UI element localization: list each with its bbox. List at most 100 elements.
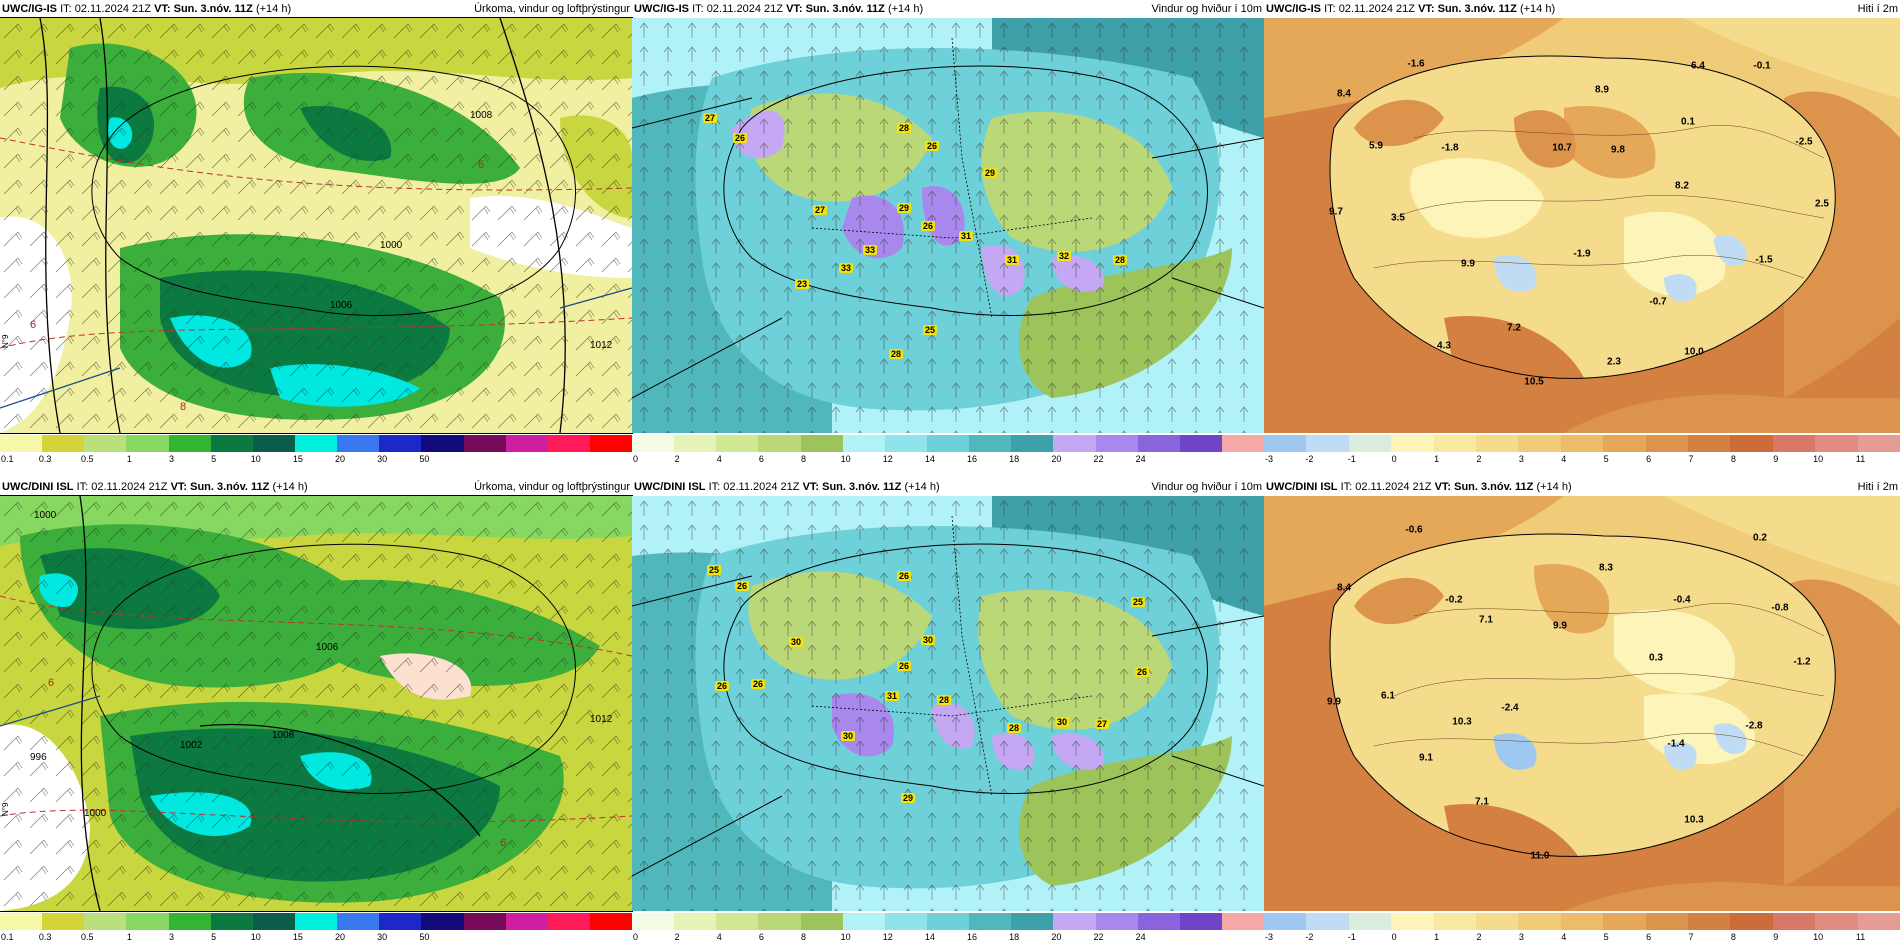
colorbar-swatch xyxy=(1053,435,1096,452)
colorbar-tick-label: 4 xyxy=(1561,454,1567,464)
colorbar-swatch xyxy=(1476,435,1519,452)
colorbar-swatch xyxy=(632,913,675,930)
colorbar-swatch xyxy=(1095,435,1138,452)
temp-label: 0.1 xyxy=(1681,116,1695,128)
colorbar-tick-label: 9 xyxy=(1773,454,1779,464)
temp-map-graphic xyxy=(1264,18,1900,433)
model-name: UWC/DINI ISL xyxy=(634,481,706,493)
colorbar-tick-label: 4 xyxy=(1561,932,1567,942)
temp-label: 0.3 xyxy=(1649,652,1663,664)
colorbar-swatch xyxy=(884,435,927,452)
model-name: UWC/IG-IS xyxy=(1266,3,1321,15)
colorbar-tick-label: 18 xyxy=(1009,454,1020,464)
temp-label: -1.2 xyxy=(1793,656,1811,668)
wind-gust-label: 30 xyxy=(920,635,936,645)
colorbar-tick-label: 18 xyxy=(1009,932,1020,942)
colorbar-tick-label: 7 xyxy=(1688,932,1694,942)
panel-header: UWC/DINI ISL IT: 02.11.2024 21Z VT: Sun.… xyxy=(0,478,632,496)
colorbar-tick-label: 2 xyxy=(674,454,680,464)
temp-label: 9.9 xyxy=(1327,696,1341,708)
wind-gust-label: 31 xyxy=(884,691,900,701)
colorbar-tick-label: 8 xyxy=(801,454,807,464)
colorbar-tick-label: 11 xyxy=(1855,932,1866,942)
wind-map-graphic xyxy=(632,18,1264,433)
wind-gust-label: 26 xyxy=(750,679,766,689)
colorbar-swatch xyxy=(674,913,717,930)
vt-label: VT: xyxy=(1434,481,1452,493)
colorbar-swatch xyxy=(84,913,127,930)
colorbar-swatch xyxy=(1137,913,1180,930)
colorbar-tick-label: 0.5 xyxy=(81,454,94,464)
colorbar-ticks: 0 2 4 6 8 10 12 14 16 18 20 22 24 xyxy=(632,932,1264,944)
wind-gust-label: 32 xyxy=(1056,251,1072,261)
temp-label: 6.4 xyxy=(1691,60,1705,72)
colorbar-tick-label: 0.1 xyxy=(1,932,14,942)
isobar-label: 1006 xyxy=(316,642,339,653)
map-precip[interactable]: 1000 1002 1006 1008 1012 996 1000 6 6 N°… xyxy=(0,495,633,912)
colorbar-swatch xyxy=(1730,913,1773,930)
colorbar-tick-label: 10 xyxy=(1813,932,1824,942)
colorbar-tick-label: 5 xyxy=(1603,454,1609,464)
map-precip[interactable]: 1000 1008 1012 1006 6 6 8 N°9 xyxy=(0,17,633,434)
temp-label: 9.8 xyxy=(1611,144,1625,156)
colorbar-tick-label: 7 xyxy=(1688,454,1694,464)
temp-label: 7.1 xyxy=(1479,614,1493,626)
colorbar-tick-label: 24 xyxy=(1135,932,1146,942)
colorbar-tick-label: 4 xyxy=(716,932,722,942)
temp-label: -0.6 xyxy=(1405,524,1423,536)
panel-header: UWC/IG-IS IT: 02.11.2024 21Z VT: Sun. 3.… xyxy=(1264,0,1900,18)
model-name: UWC/IG-IS xyxy=(634,3,689,15)
map-temperature[interactable]: -0.6 0.2 8.4 8.3 -0.2 7.1 9.9 -0.4 -0.8 … xyxy=(1264,496,1900,911)
colorbar-swatch xyxy=(1857,913,1900,930)
wind-gust-label: 29 xyxy=(900,793,916,803)
isobar-label: 1012 xyxy=(590,714,613,725)
colorbar-swatch xyxy=(758,913,801,930)
colorbar-swatch xyxy=(463,913,506,930)
colorbar-swatch xyxy=(1264,913,1307,930)
map-temperature[interactable]: -1.6 6.4 -0.1 8.4 8.9 5.9 -1.8 10.7 9.8 … xyxy=(1264,18,1900,433)
temp-label: 7.1 xyxy=(1475,796,1489,808)
colorbar-swatch xyxy=(1560,913,1604,930)
temp-label: 4.3 xyxy=(1437,340,1451,352)
colorbar-tick-label: 1 xyxy=(1434,932,1440,942)
temp-label: 8.3 xyxy=(1599,562,1613,574)
colorbar-tick-label: -2 xyxy=(1305,932,1314,942)
colorbar-tick-label: 10 xyxy=(840,454,851,464)
isotherm-label: 6 xyxy=(30,319,36,331)
wind-gust-label: 25 xyxy=(706,565,722,575)
colorbar-tick-label: 3 xyxy=(1518,932,1524,942)
temp-label: -0.4 xyxy=(1673,594,1691,606)
lead-time: (+14 h) xyxy=(887,3,924,15)
colorbar-tick-label: 5 xyxy=(211,932,217,942)
it-label: IT: xyxy=(692,3,704,15)
colorbar-swatch xyxy=(421,435,464,452)
latitude-label: N°9 xyxy=(1,802,10,816)
wind-gust-label: 26 xyxy=(734,581,750,591)
panel-header: UWC/IG-IS IT: 02.11.2024 21Z VT: Sun. 3.… xyxy=(632,0,1264,18)
colorbar-swatch xyxy=(1137,435,1180,452)
model-name: UWC/IG-IS xyxy=(2,3,57,15)
colorbar-tick-label: 15 xyxy=(292,454,303,464)
colorbar-swatch xyxy=(1221,435,1265,452)
colorbar-swatch xyxy=(800,913,843,930)
colorbar-tick-label: 4 xyxy=(716,454,722,464)
wind-gust-label: 25 xyxy=(1130,597,1146,607)
colorbar-tick-label: 2 xyxy=(1476,932,1482,942)
wind-gust-label: 28 xyxy=(936,695,952,705)
colorbar-tick-label: 1 xyxy=(1434,454,1440,464)
panel-title: Úrkoma, vindur og loftþrýstingur xyxy=(474,481,630,493)
isobar-label: 1008 xyxy=(470,110,493,121)
map-wind[interactable]: 25 26 26 30 30 26 26 26 25 31 28 28 30 2… xyxy=(632,496,1264,911)
colorbar-swatch xyxy=(421,913,464,930)
colorbar-tick-label: 8 xyxy=(1730,454,1736,464)
colorbar-tick-label: 1 xyxy=(126,932,132,942)
map-wind[interactable]: 27 26 28 26 27 29 26 31 29 33 33 31 32 2… xyxy=(632,18,1264,433)
colorbar-tick-label: 8 xyxy=(801,932,807,942)
colorbar-swatch xyxy=(589,435,633,452)
wind-gust-label: 28 xyxy=(1112,255,1128,265)
lead-time: (+14 h) xyxy=(1536,481,1572,493)
colorbar-swatch xyxy=(379,913,422,930)
valid-time: Sun. 3.nóv. 11Z xyxy=(1454,481,1534,493)
colorbar-tick-label: 0 xyxy=(1391,454,1397,464)
panel-title: Úrkoma, vindur og loftþrýstingur xyxy=(474,3,630,15)
